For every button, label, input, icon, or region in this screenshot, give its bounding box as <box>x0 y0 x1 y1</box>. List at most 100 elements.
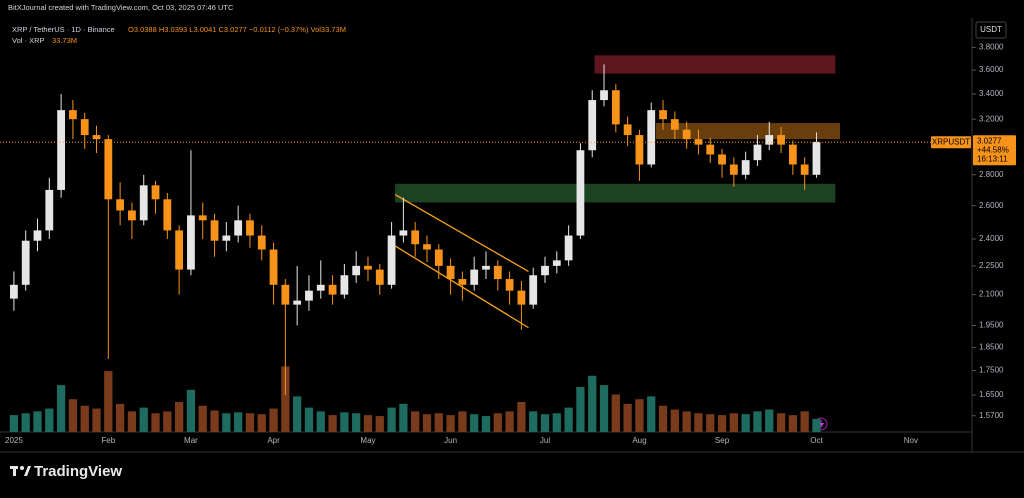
volume-bar <box>434 413 443 432</box>
volume-bar <box>245 413 255 432</box>
zone <box>594 55 836 74</box>
volume-bar <box>186 389 196 432</box>
candle-body <box>505 279 514 291</box>
volume-bar <box>564 407 573 432</box>
candle-body <box>765 135 774 145</box>
volume-bar <box>139 407 148 432</box>
volume-bar <box>340 412 349 432</box>
candle-body <box>706 144 715 155</box>
candle-body <box>423 244 431 250</box>
price-tag-countdown: 16:13:11 <box>977 154 1008 163</box>
candle-body <box>788 144 797 165</box>
price-tag-price: 3.0277 <box>977 136 1002 145</box>
candle-body <box>175 230 184 270</box>
candle-body <box>399 230 408 236</box>
candle-body <box>777 135 785 145</box>
price-tag <box>973 135 1016 166</box>
candle-body <box>222 235 231 241</box>
candle-body <box>411 230 420 245</box>
candle-body <box>234 220 243 236</box>
candle-body <box>246 220 254 236</box>
volume-value: 33.73M <box>52 36 77 45</box>
candle-body <box>517 290 526 305</box>
x-tick-label: Oct <box>810 436 823 445</box>
candle-body <box>812 141 821 175</box>
candle-body <box>470 269 479 285</box>
volume-bar <box>9 415 19 432</box>
volume-bar <box>328 415 337 432</box>
volume-bar <box>127 411 137 432</box>
candle-body <box>340 275 349 295</box>
volume-label: Vol · XRP <box>12 36 45 45</box>
x-tick-label: May <box>360 436 375 445</box>
volume-bar <box>647 396 656 432</box>
y-tick-label: 3.2000 <box>979 114 1004 123</box>
volume-bar <box>517 402 526 432</box>
volume-bar <box>210 410 219 432</box>
candle-body <box>529 275 538 305</box>
logo-shape <box>24 466 31 476</box>
volume-bar <box>611 394 620 432</box>
candle-body <box>10 284 18 299</box>
channel-line <box>394 194 529 273</box>
candle-body <box>352 265 361 276</box>
candle-body <box>281 284 290 305</box>
volume-bar <box>293 396 302 432</box>
candle-body <box>564 235 573 261</box>
volume-bar <box>682 411 691 432</box>
candle-body <box>69 110 77 120</box>
volume-bar <box>694 413 703 432</box>
candle-body <box>482 265 490 270</box>
x-tick-label: 2025 <box>5 436 23 445</box>
volume-bar <box>741 414 750 432</box>
y-tick-label: 2.4000 <box>979 234 1004 243</box>
volume-bar <box>481 416 491 432</box>
symbol-tag <box>931 136 971 149</box>
volume-bar <box>175 402 184 432</box>
candle-body <box>116 199 125 211</box>
symbol: XRP / TetherUS · 1D · Binance <box>12 25 115 34</box>
y-tick-label: 2.6000 <box>979 201 1004 210</box>
event-icon-bolt <box>818 419 824 429</box>
volume-bar <box>540 414 550 432</box>
volume-bar <box>222 413 231 432</box>
currency-box[interactable] <box>975 21 1007 39</box>
y-tick-label: 1.9500 <box>979 321 1004 330</box>
volume-bar <box>800 411 809 432</box>
logo[interactable]: TradingView <box>10 463 122 480</box>
candle-body <box>753 144 762 161</box>
volume-bar <box>458 411 467 432</box>
volume-bar <box>753 411 762 432</box>
candle-body <box>104 139 113 200</box>
volume-bar <box>776 413 786 432</box>
y-tick-label: 3.8000 <box>979 43 1004 52</box>
candle-body <box>316 284 325 291</box>
volume-bar <box>21 413 30 432</box>
volume-bar <box>635 399 644 432</box>
y-tick-label: 2.1000 <box>979 290 1004 299</box>
candle-body <box>92 135 101 140</box>
volume-bar <box>80 405 89 432</box>
ohlc: O3.0388 H3.0393 L3.0041 C3.0277 −0.0112 … <box>128 25 346 34</box>
candle-body <box>139 185 148 221</box>
volume-bar <box>198 405 207 432</box>
candle-body <box>718 154 726 165</box>
volume-bar <box>576 387 585 432</box>
volume-bar <box>352 413 361 432</box>
y-tick-label: 2.8000 <box>979 170 1004 179</box>
volume-bar <box>505 411 514 432</box>
volume-bar <box>422 414 432 432</box>
candle-body <box>729 164 738 175</box>
price-tag-change: +44.58% <box>977 145 1009 154</box>
candle-body <box>57 110 66 190</box>
x-tick-label: Aug <box>632 436 646 445</box>
x-tick-label: Jul <box>540 436 550 445</box>
currency[interactable]: USDT <box>980 25 1002 34</box>
candle-body <box>328 284 337 295</box>
volume-bar <box>788 415 797 432</box>
candle-body <box>269 249 278 285</box>
volume-bar <box>552 413 561 432</box>
x-tick-label: Sep <box>715 436 730 445</box>
